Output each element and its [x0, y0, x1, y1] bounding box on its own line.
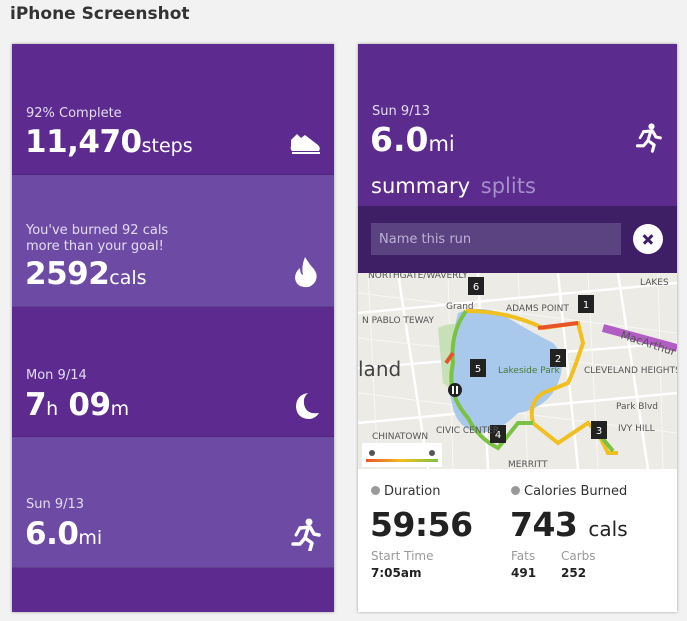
runner-icon — [635, 123, 662, 153]
duration-label: Duration — [371, 484, 440, 499]
run-detail-screen: Sun 9/13 6.0mi summary splits — [358, 44, 677, 612]
map-label-northgate: NORTHGATE/WAVERLY — [368, 273, 468, 281]
dashboard-screen: 92% Complete 11,470steps You've burned 9… — [12, 44, 334, 612]
run-name-input[interactable] — [371, 223, 621, 255]
steps-progress: 92% Complete — [26, 106, 122, 121]
run-date: Sun 9/13 — [372, 104, 431, 119]
map-label-merritt: MERRITT — [508, 460, 548, 469]
map-label-cleveland: CLEVELAND HEIGHTS — [584, 366, 677, 376]
marker-5: 5 — [475, 364, 481, 375]
marker-3: 3 — [596, 426, 602, 437]
steps-tile[interactable]: 92% Complete 11,470steps — [12, 44, 334, 175]
tab-summary[interactable]: summary — [371, 174, 471, 198]
flame-icon — [511, 486, 520, 495]
calories-tile[interactable]: You've burned 92 cals more than your goa… — [12, 175, 334, 307]
fats-label: Fats — [511, 549, 536, 563]
slow-pace-icon — [369, 450, 375, 456]
calories-message-line2: more than your goal! — [26, 239, 164, 254]
carbs-value: 252 — [561, 566, 587, 580]
map-label-grand: Grand — [446, 302, 474, 312]
close-button[interactable] — [633, 224, 663, 254]
map-label-lakeside: Lakeside Park — [498, 366, 560, 376]
run-distance: 6.0mi — [25, 516, 103, 552]
map-label-land: land — [358, 357, 401, 381]
start-time-label: Start Time — [371, 549, 434, 563]
run-header: Sun 9/13 6.0mi summary splits — [358, 44, 677, 206]
marker-1: 1 — [583, 300, 589, 311]
map-label-ivy-hill: IVY HILL — [618, 424, 655, 434]
steps-value: 11,470steps — [25, 124, 193, 160]
map-label-san-pablo: N PABLO TEWAY — [362, 316, 434, 326]
clock-icon — [371, 486, 380, 495]
route-map[interactable]: 1 2 3 4 5 6 NORTHGATE/WAVERLY ADAMS POIN… — [358, 273, 677, 469]
sleep-tile[interactable]: Mon 9/14 7h 09m — [12, 307, 334, 437]
pace-legend — [362, 443, 442, 467]
map-canvas: 1 2 3 4 5 6 NORTHGATE/WAVERLY ADAMS POIN… — [358, 273, 677, 469]
calories-value: 743 cals — [510, 505, 628, 544]
calories-value: 2592cals — [25, 256, 147, 292]
carbs-label: Carbs — [561, 549, 596, 563]
bottom-tile — [12, 568, 334, 612]
flame-icon — [295, 257, 317, 288]
tab-bar: summary splits — [371, 174, 536, 198]
runner-icon — [291, 518, 321, 551]
run-distance: 6.0mi — [370, 120, 455, 159]
fats-value: 491 — [511, 566, 537, 580]
sleep-date: Mon 9/14 — [26, 368, 87, 383]
marker-6: 6 — [473, 282, 479, 293]
run-date: Sun 9/13 — [26, 497, 85, 512]
tab-splits[interactable]: splits — [480, 174, 536, 198]
start-time-value: 7:05am — [371, 566, 422, 580]
sleep-duration: 7h 09m — [25, 387, 130, 423]
map-label-park-blvd: Park Blvd — [616, 402, 658, 412]
duration-value: 59:56 — [370, 505, 473, 544]
moon-icon — [296, 393, 319, 419]
map-label-macarthur: MacArthur — [619, 328, 677, 358]
map-label-lakes: LAKES — [640, 278, 669, 288]
name-run-bar — [358, 206, 677, 273]
map-label-chinatown: CHINATOWN — [372, 432, 428, 442]
marker-4: 4 — [495, 430, 501, 441]
run-stats: Duration 59:56 Start Time 7:05am Calorie… — [358, 469, 677, 612]
marker-2: 2 — [555, 354, 561, 365]
shoe-icon — [290, 134, 320, 154]
pause-marker-icon — [448, 383, 462, 397]
calories-message-line1: You've burned 92 cals — [26, 223, 169, 238]
page-heading: iPhone Screenshot — [10, 4, 190, 24]
map-label-adams-point: ADAMS POINT — [506, 304, 569, 314]
fast-pace-icon — [429, 450, 435, 456]
map-label-civic-center: CIVIC CENTER — [436, 426, 499, 436]
run-tile[interactable]: Sun 9/13 6.0mi — [12, 437, 334, 568]
calories-label: Calories Burned — [511, 484, 627, 499]
